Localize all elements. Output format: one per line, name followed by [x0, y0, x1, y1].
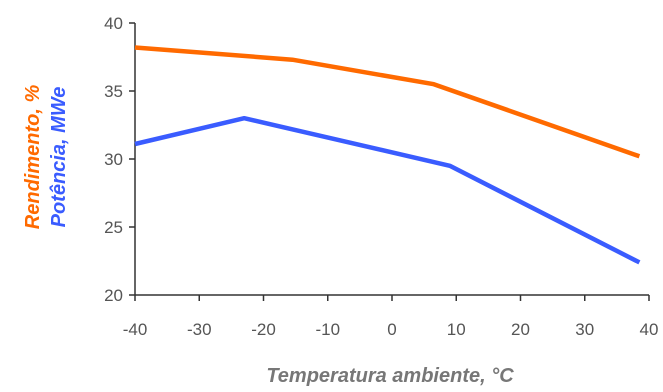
x-tick-label: -30	[187, 320, 212, 339]
x-tick-label: -40	[123, 320, 148, 339]
x-tick-label: 30	[575, 320, 594, 339]
ticks: 20 25 30 35 40 -40 -30 -20 -10 0 10 20 30 40	[104, 14, 658, 339]
y-axis-title-rendimento: Rendimento, %	[22, 85, 44, 230]
x-tick-label: -20	[251, 320, 276, 339]
y-tick-label: 40	[104, 14, 123, 33]
x-tick-label: -10	[315, 320, 340, 339]
y-tick-label: 20	[104, 286, 123, 305]
x-tick-label: 10	[447, 320, 466, 339]
x-tick-label: 0	[387, 320, 396, 339]
y-axis-title-potencia: Potência, MWe	[48, 87, 70, 228]
x-axis-title: Temperatura ambiente, °C	[266, 365, 514, 387]
axes	[134, 23, 649, 296]
series-line-0	[134, 45, 641, 159]
x-tick-label: 20	[511, 320, 530, 339]
x-tick-label: 40	[640, 320, 659, 339]
y-tick-label: 35	[104, 82, 123, 101]
y-tick-label: 25	[104, 218, 123, 237]
series-line-1	[134, 115, 641, 265]
y-tick-label: 30	[104, 150, 123, 169]
series-group	[134, 45, 641, 265]
